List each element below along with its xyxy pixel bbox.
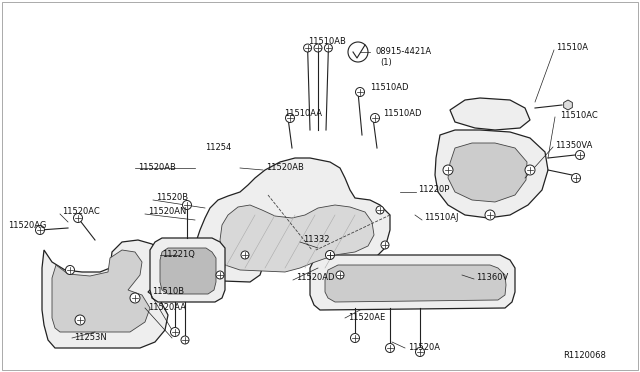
Circle shape (326, 251, 334, 259)
Circle shape (285, 113, 294, 122)
Text: 11520AG: 11520AG (8, 221, 46, 230)
Circle shape (241, 251, 249, 259)
Text: 11520AB: 11520AB (266, 164, 304, 173)
Circle shape (376, 206, 384, 214)
Circle shape (485, 210, 495, 220)
Circle shape (351, 334, 360, 343)
Polygon shape (220, 205, 374, 272)
Circle shape (181, 336, 189, 344)
Text: 11510AD: 11510AD (383, 109, 422, 118)
Circle shape (74, 214, 83, 222)
Text: 11510A: 11510A (556, 44, 588, 52)
Text: 11332: 11332 (303, 235, 330, 244)
Text: 11350VA: 11350VA (555, 141, 593, 150)
Polygon shape (150, 238, 225, 302)
Circle shape (324, 44, 332, 52)
Circle shape (371, 113, 380, 122)
Circle shape (314, 44, 322, 52)
Circle shape (336, 271, 344, 279)
Text: 11360V: 11360V (476, 273, 508, 282)
Text: 11220P: 11220P (418, 186, 449, 195)
Polygon shape (450, 98, 530, 130)
Circle shape (575, 151, 584, 160)
Text: 11253N: 11253N (74, 334, 107, 343)
Text: 11520A: 11520A (408, 343, 440, 353)
Circle shape (170, 327, 179, 337)
Circle shape (65, 266, 74, 275)
Circle shape (385, 343, 394, 353)
Text: 11254: 11254 (205, 144, 231, 153)
Circle shape (75, 315, 85, 325)
Polygon shape (190, 158, 390, 282)
Polygon shape (42, 240, 168, 348)
Text: 11520AE: 11520AE (348, 312, 385, 321)
Text: 11510AD: 11510AD (370, 83, 408, 93)
Circle shape (355, 87, 365, 96)
Circle shape (572, 173, 580, 183)
Text: 08915-4421A: 08915-4421A (375, 48, 431, 57)
Circle shape (303, 44, 312, 52)
Polygon shape (564, 100, 572, 110)
Text: 11510AC: 11510AC (560, 110, 598, 119)
Circle shape (443, 165, 453, 175)
Text: 11510AA: 11510AA (284, 109, 322, 118)
Text: 11520AA: 11520AA (148, 304, 186, 312)
Circle shape (326, 250, 335, 260)
Circle shape (130, 293, 140, 303)
Text: 11520AD: 11520AD (296, 273, 335, 282)
Circle shape (216, 271, 224, 279)
Polygon shape (310, 255, 515, 310)
Circle shape (415, 347, 424, 356)
Text: 11520AB: 11520AB (138, 163, 176, 171)
Text: 11510AJ: 11510AJ (424, 214, 458, 222)
Text: R1120068: R1120068 (563, 350, 606, 359)
Circle shape (381, 241, 389, 249)
Polygon shape (435, 130, 548, 218)
Text: 11221Q: 11221Q (162, 250, 195, 259)
Circle shape (182, 201, 191, 209)
Text: 11520B: 11520B (156, 193, 188, 202)
Polygon shape (160, 248, 216, 294)
Circle shape (35, 225, 45, 234)
Text: 11510AB: 11510AB (308, 38, 346, 46)
Polygon shape (52, 250, 150, 332)
Text: 11520AC: 11520AC (62, 208, 100, 217)
Text: 11520AN: 11520AN (148, 208, 186, 217)
Polygon shape (325, 265, 506, 302)
Polygon shape (448, 143, 527, 202)
Text: 11510B: 11510B (152, 286, 184, 295)
Circle shape (525, 165, 535, 175)
Text: (1): (1) (380, 58, 392, 67)
